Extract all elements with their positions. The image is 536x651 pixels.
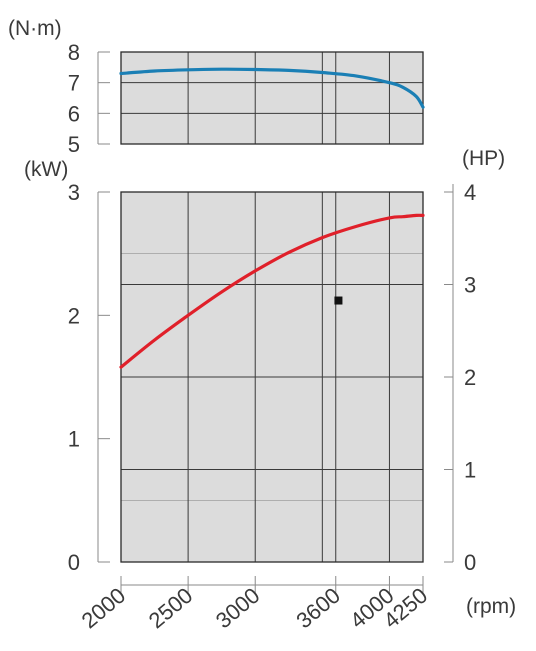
hp-tick-label: 2 — [464, 365, 476, 390]
torque-tick-label: 6 — [68, 101, 80, 126]
hp-tick-label: 0 — [464, 550, 476, 575]
hp-tick-label: 1 — [464, 458, 476, 483]
series-layer — [119, 67, 425, 369]
hp-tick-label: 3 — [464, 273, 476, 298]
torque-tick-label: 8 — [68, 40, 80, 65]
kw-tick-label: 1 — [68, 427, 80, 452]
plot-background — [121, 52, 423, 562]
torque-panel-background — [121, 52, 423, 144]
torque-tick-label: 7 — [68, 71, 80, 96]
hp-tick-label: 4 — [464, 180, 476, 205]
x-tick-label: 3000 — [211, 583, 265, 634]
power-panel-frame — [120, 191, 424, 563]
kw-tick-label: 3 — [68, 180, 80, 205]
grid-lines — [120, 52, 424, 562]
x-tick-label: 2500 — [144, 583, 198, 634]
kw-axis-unit-label: (kW) — [24, 158, 68, 181]
x-tick-label: 3600 — [291, 583, 345, 634]
axis-labels: (N·m) (kW) (HP) (rpm) — [8, 17, 516, 618]
x-tick-label: 2000 — [77, 583, 131, 634]
power-curve — [119, 213, 425, 369]
torque-curve — [119, 67, 425, 109]
torque-tick-label: 5 — [68, 132, 80, 157]
kw-tick-label: 2 — [68, 303, 80, 328]
torque-panel-frame — [120, 51, 424, 145]
x-axis-unit-label: (rpm) — [466, 595, 516, 618]
kw-tick-label: 0 — [68, 550, 80, 575]
plot-frames — [120, 51, 424, 563]
data-marker — [334, 296, 343, 305]
hp-axis-unit-label: (HP) — [462, 147, 505, 170]
torque-axis-unit-label: (N·m) — [8, 17, 62, 40]
